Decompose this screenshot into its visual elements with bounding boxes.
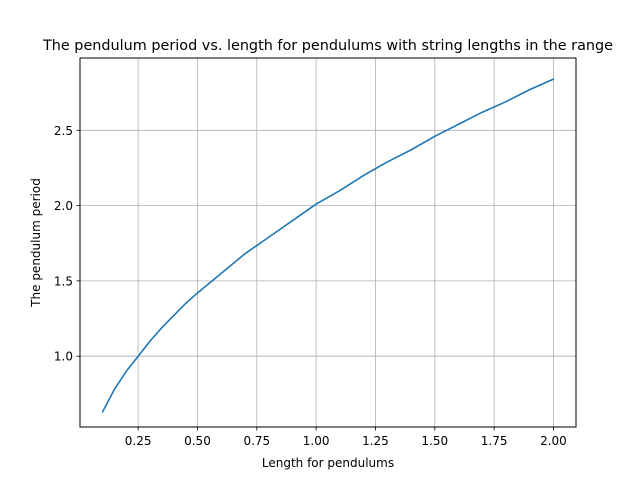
y-tick-label: 2.5 <box>54 124 73 138</box>
x-tick-label: 1.00 <box>303 434 330 448</box>
x-tick-label: 1.25 <box>362 434 389 448</box>
y-axis-label: The pendulum period <box>29 178 43 308</box>
plot-frame <box>79 57 577 428</box>
x-axis-label: Length for pendulums <box>262 456 394 470</box>
grid <box>80 58 576 427</box>
x-tick-label: 0.50 <box>184 434 211 448</box>
x-tick-label: 1.75 <box>481 434 508 448</box>
series-layer <box>101 78 555 413</box>
y-tick-label: 1.5 <box>54 274 73 288</box>
x-tick-label: 1.50 <box>421 434 448 448</box>
x-tick-label: 0.75 <box>243 434 270 448</box>
period-line <box>101 78 555 413</box>
y-tick-label: 2.0 <box>54 199 73 213</box>
chart-title: The pendulum period vs. length for pendu… <box>42 38 613 54</box>
x-tick-label: 0.25 <box>125 434 152 448</box>
ticks: 0.25 0.50 0.75 1.00 1.25 1.50 1.75 2.00 1.0 1.5 2.… <box>54 124 567 448</box>
y-tick-label: 1.0 <box>54 350 73 364</box>
x-tick-label: 2.00 <box>540 434 567 448</box>
